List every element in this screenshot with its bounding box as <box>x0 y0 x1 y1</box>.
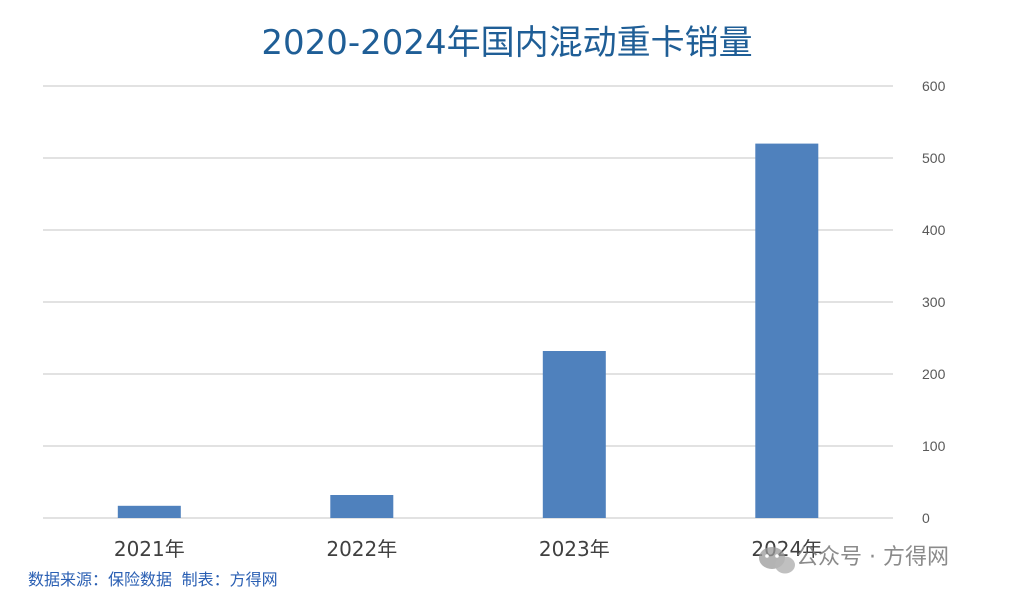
bar <box>330 495 394 518</box>
x-axis-category-labels: 2021年 2022年 2023年 2024年 <box>114 537 822 561</box>
bar <box>542 351 606 518</box>
y-tick-label: 600 <box>922 78 946 94</box>
chart-title: 2020-2024年国内混动重卡销量 <box>261 23 752 63</box>
wechat-icon <box>759 547 795 574</box>
y-tick-label: 100 <box>922 438 946 454</box>
watermark: 公众号 · 方得网 <box>759 545 949 574</box>
y-tick-label: 300 <box>922 294 946 310</box>
gridlines <box>43 85 893 519</box>
y-tick-label: 500 <box>922 150 946 166</box>
y-tick-label: 0 <box>922 510 930 526</box>
bar <box>117 505 181 518</box>
x-category-label: 2021年 <box>114 537 185 561</box>
source-note: 数据来源：保险数据 制表：方得网 <box>28 570 278 589</box>
watermark-text: 公众号 · 方得网 <box>796 545 949 570</box>
bar <box>755 143 819 518</box>
x-category-label: 2022年 <box>326 537 397 561</box>
y-tick-label: 400 <box>922 222 946 238</box>
y-tick-label: 200 <box>922 366 946 382</box>
x-category-label: 2023年 <box>539 537 610 561</box>
y-axis-tick-labels: 0 100 200 300 400 500 600 <box>922 78 946 526</box>
bars <box>117 143 819 518</box>
